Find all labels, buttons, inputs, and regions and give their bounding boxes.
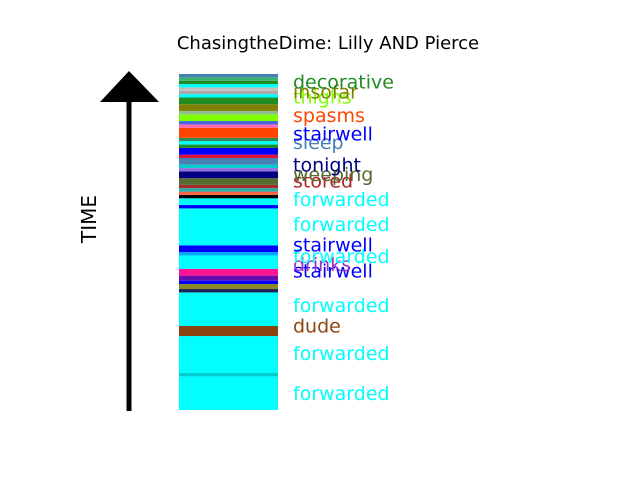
timeline-segment-11 <box>179 252 278 256</box>
timeline-segment-16 <box>179 194 278 199</box>
timeline-segment-21 <box>179 171 278 179</box>
timeline-segment-39 <box>179 87 278 91</box>
timeline-segment-13 <box>179 208 278 246</box>
time-arrow-head <box>100 71 159 102</box>
word-label-17: insofar <box>293 81 358 103</box>
word-label-16: thighs <box>293 87 352 109</box>
timeline-segment-0 <box>179 376 278 410</box>
timeline-segment-32 <box>179 121 278 125</box>
chart-title: ChasingtheDime: Lilly AND Pierce <box>177 33 479 54</box>
timeline-segment-42 <box>179 77 278 81</box>
timeline-segment-30 <box>179 127 278 138</box>
timeline-segment-5 <box>179 289 278 293</box>
word-labels: forwardedforwardeddudeforwardedstairwell… <box>293 71 394 405</box>
timeline-segment-23 <box>179 164 278 169</box>
timeline-segment-43 <box>179 74 278 78</box>
timeline-segment-2 <box>179 336 278 374</box>
timeline-segment-25 <box>179 154 278 158</box>
timeline-segment-29 <box>179 137 278 142</box>
timeline-segment-20 <box>179 178 278 185</box>
word-label-18: decorative <box>293 71 394 93</box>
word-label-3: forwarded <box>293 295 390 317</box>
word-label-11: weeping <box>293 164 373 186</box>
timeline-segment-4 <box>179 292 278 326</box>
word-label-1: forwarded <box>293 343 390 365</box>
timeline-segment-33 <box>179 114 278 122</box>
timeline-segment-9 <box>179 268 278 276</box>
word-label-5: drinks <box>293 254 351 276</box>
timeline-segment-8 <box>179 275 278 281</box>
timeline-segment-26 <box>179 147 278 155</box>
word-label-9: forwarded <box>293 189 390 211</box>
timeline-segment-31 <box>179 124 278 128</box>
word-label-12: tonight <box>293 155 361 177</box>
timeline-segment-7 <box>179 280 278 284</box>
timeline-segment-37 <box>179 94 278 98</box>
time-axis-label: TIME <box>77 195 101 244</box>
timeline-segment-40 <box>179 84 278 88</box>
timeline-segment-24 <box>179 158 278 165</box>
word-label-15: spasms <box>293 105 365 127</box>
timeline-segment-35 <box>179 104 278 111</box>
timeline-segment-19 <box>179 184 278 189</box>
timeline-segment-36 <box>179 97 278 105</box>
word-label-10: stored <box>293 171 353 193</box>
timeline-segment-17 <box>179 191 278 195</box>
word-label-14: stairwell <box>293 123 373 145</box>
timeline-segment-1 <box>179 373 278 377</box>
timeline-segment-3 <box>179 326 278 337</box>
timeline-segment-34 <box>179 110 278 115</box>
word-label-8: forwarded <box>293 214 390 236</box>
word-label-4: stairwell <box>293 261 373 283</box>
timeline-segment-18 <box>179 188 278 192</box>
timeline-segment-41 <box>179 80 278 85</box>
timeline-segment-6 <box>179 284 278 290</box>
timeline-segment-15 <box>179 198 278 206</box>
timeline-segment-14 <box>179 205 278 209</box>
timeline-segment-12 <box>179 245 278 253</box>
timeline-segment-10 <box>179 255 278 269</box>
timeline-segment-22 <box>179 168 278 172</box>
timeline-segment-28 <box>179 141 278 145</box>
word-label-13: sleep <box>293 132 344 154</box>
timeline-segment-27 <box>179 144 278 148</box>
word-label-2: dude <box>293 315 341 337</box>
timeline-segment-38 <box>179 90 278 95</box>
word-label-6: forwarded <box>293 246 390 268</box>
timeline-bar <box>179 74 278 410</box>
word-label-0: forwarded <box>293 383 390 405</box>
word-label-7: stairwell <box>293 234 373 256</box>
